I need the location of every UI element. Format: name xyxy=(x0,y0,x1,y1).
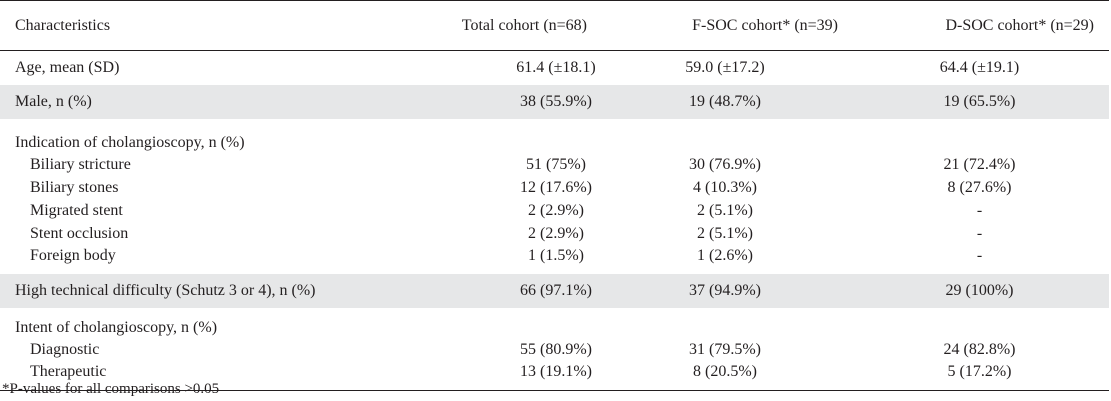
cell-fsoc: 1 (2.6%) xyxy=(697,247,753,264)
cell-fsoc: 59.0 (±17.2) xyxy=(685,59,765,76)
cell-fsoc: 2 (5.1%) xyxy=(697,225,753,242)
cell-dsoc: - xyxy=(976,225,983,242)
header-characteristics: Characteristics xyxy=(15,16,111,34)
cell-total: 38 (55.9%) xyxy=(400,85,600,119)
cell-dsoc: 21 (72.4%) xyxy=(943,156,1016,173)
row-label: Biliary stricture xyxy=(30,156,131,173)
cell-dsoc: 29 (100%) xyxy=(850,274,1109,308)
cell-fsoc: 8 (20.5%) xyxy=(693,363,757,380)
cell-fsoc xyxy=(600,308,850,338)
row-label: Male, n (%) xyxy=(0,85,400,119)
cell-fsoc: 37 (94.9%) xyxy=(600,274,850,308)
table-footnote: *P-values for all comparisons >0.05 xyxy=(2,381,220,397)
cell-fsoc: 31 (79.5%) xyxy=(689,341,761,358)
cell-total xyxy=(400,308,600,338)
cell-total: 2 (2.9%) xyxy=(528,202,584,219)
cell-dsoc xyxy=(850,308,1109,338)
header-total-cohort: Total cohort (n=68) xyxy=(461,16,587,34)
table-row: Age, mean (SD) 61.4 (±18.1) 59.0 (±17.2)… xyxy=(0,51,1109,86)
cell-dsoc xyxy=(850,119,1109,153)
table-row: Diagnostic 55 (80.9%) 31 (79.5%) 24 (82.… xyxy=(0,338,1109,361)
cell-dsoc: 5 (17.2%) xyxy=(947,363,1012,380)
cell-fsoc xyxy=(600,119,850,153)
cell-total: 2 (2.9%) xyxy=(528,225,584,242)
section-heading: Indication of cholangioscopy, n (%) xyxy=(15,134,245,151)
table-row: High technical difficulty (Schutz 3 or 4… xyxy=(0,274,1109,308)
table-row: Biliary stricture 51 (75%) 30 (76.9%) 21… xyxy=(0,153,1109,176)
cell-total: 13 (19.1%) xyxy=(520,363,592,380)
cell-dsoc: 19 (65.5%) xyxy=(850,85,1109,119)
cell-fsoc: 2 (5.1%) xyxy=(697,202,753,219)
cell-total: 51 (75%) xyxy=(526,156,586,173)
cell-total xyxy=(400,119,600,153)
cell-total: 61.4 (±18.1) xyxy=(516,59,596,76)
cell-dsoc: 8 (27.6%) xyxy=(947,179,1012,196)
table-row: Foreign body 1 (1.5%) 1 (2.6%) - xyxy=(0,245,1109,274)
row-label: Age, mean (SD) xyxy=(15,59,120,76)
row-label: Migrated stent xyxy=(30,202,123,219)
header-dsoc-cohort: D-SOC cohort* (n=29) xyxy=(945,16,1094,34)
cell-fsoc: 30 (76.9%) xyxy=(689,156,761,173)
table-row: Migrated stent 2 (2.9%) 2 (5.1%) - xyxy=(0,199,1109,222)
table-row: Intent of cholangioscopy, n (%) xyxy=(0,308,1109,338)
row-label: Diagnostic xyxy=(30,341,100,358)
section-heading: Intent of cholangioscopy, n (%) xyxy=(15,319,218,336)
cell-total: 55 (80.9%) xyxy=(520,341,592,358)
cell-total: 66 (97.1%) xyxy=(400,274,600,308)
cell-fsoc: 19 (48.7%) xyxy=(600,85,850,119)
row-label: Therapeutic xyxy=(30,363,107,380)
row-label: Foreign body xyxy=(30,247,116,264)
cell-dsoc: - xyxy=(976,202,983,219)
table-row: Indication of cholangioscopy, n (%) xyxy=(0,119,1109,153)
table-row: Male, n (%) 38 (55.9%) 19 (48.7%) 19 (65… xyxy=(0,85,1109,119)
row-label: Biliary stones xyxy=(30,179,119,196)
header-row: Characteristics Total cohort (n=68) F-SO… xyxy=(0,0,1109,51)
cell-fsoc: 4 (10.3%) xyxy=(693,179,757,196)
cell-total: 12 (17.6%) xyxy=(520,179,592,196)
table-row: Biliary stones 12 (17.6%) 4 (10.3%) 8 (2… xyxy=(0,176,1109,199)
cell-dsoc: 24 (82.8%) xyxy=(943,341,1016,358)
cell-total: 1 (1.5%) xyxy=(528,247,584,264)
row-label: High technical difficulty (Schutz 3 or 4… xyxy=(0,274,400,308)
row-label: Stent occlusion xyxy=(30,225,129,242)
table-row: Therapeutic 13 (19.1%) 8 (20.5%) 5 (17.2… xyxy=(0,361,1109,391)
characteristics-table: Characteristics Total cohort (n=68) F-SO… xyxy=(0,0,1109,391)
header-fsoc-cohort: F-SOC cohort* (n=39) xyxy=(692,16,838,34)
cell-dsoc: 64.4 (±19.1) xyxy=(939,59,1020,76)
cell-dsoc: - xyxy=(976,247,983,264)
table-row: Stent occlusion 2 (2.9%) 2 (5.1%) - xyxy=(0,222,1109,245)
